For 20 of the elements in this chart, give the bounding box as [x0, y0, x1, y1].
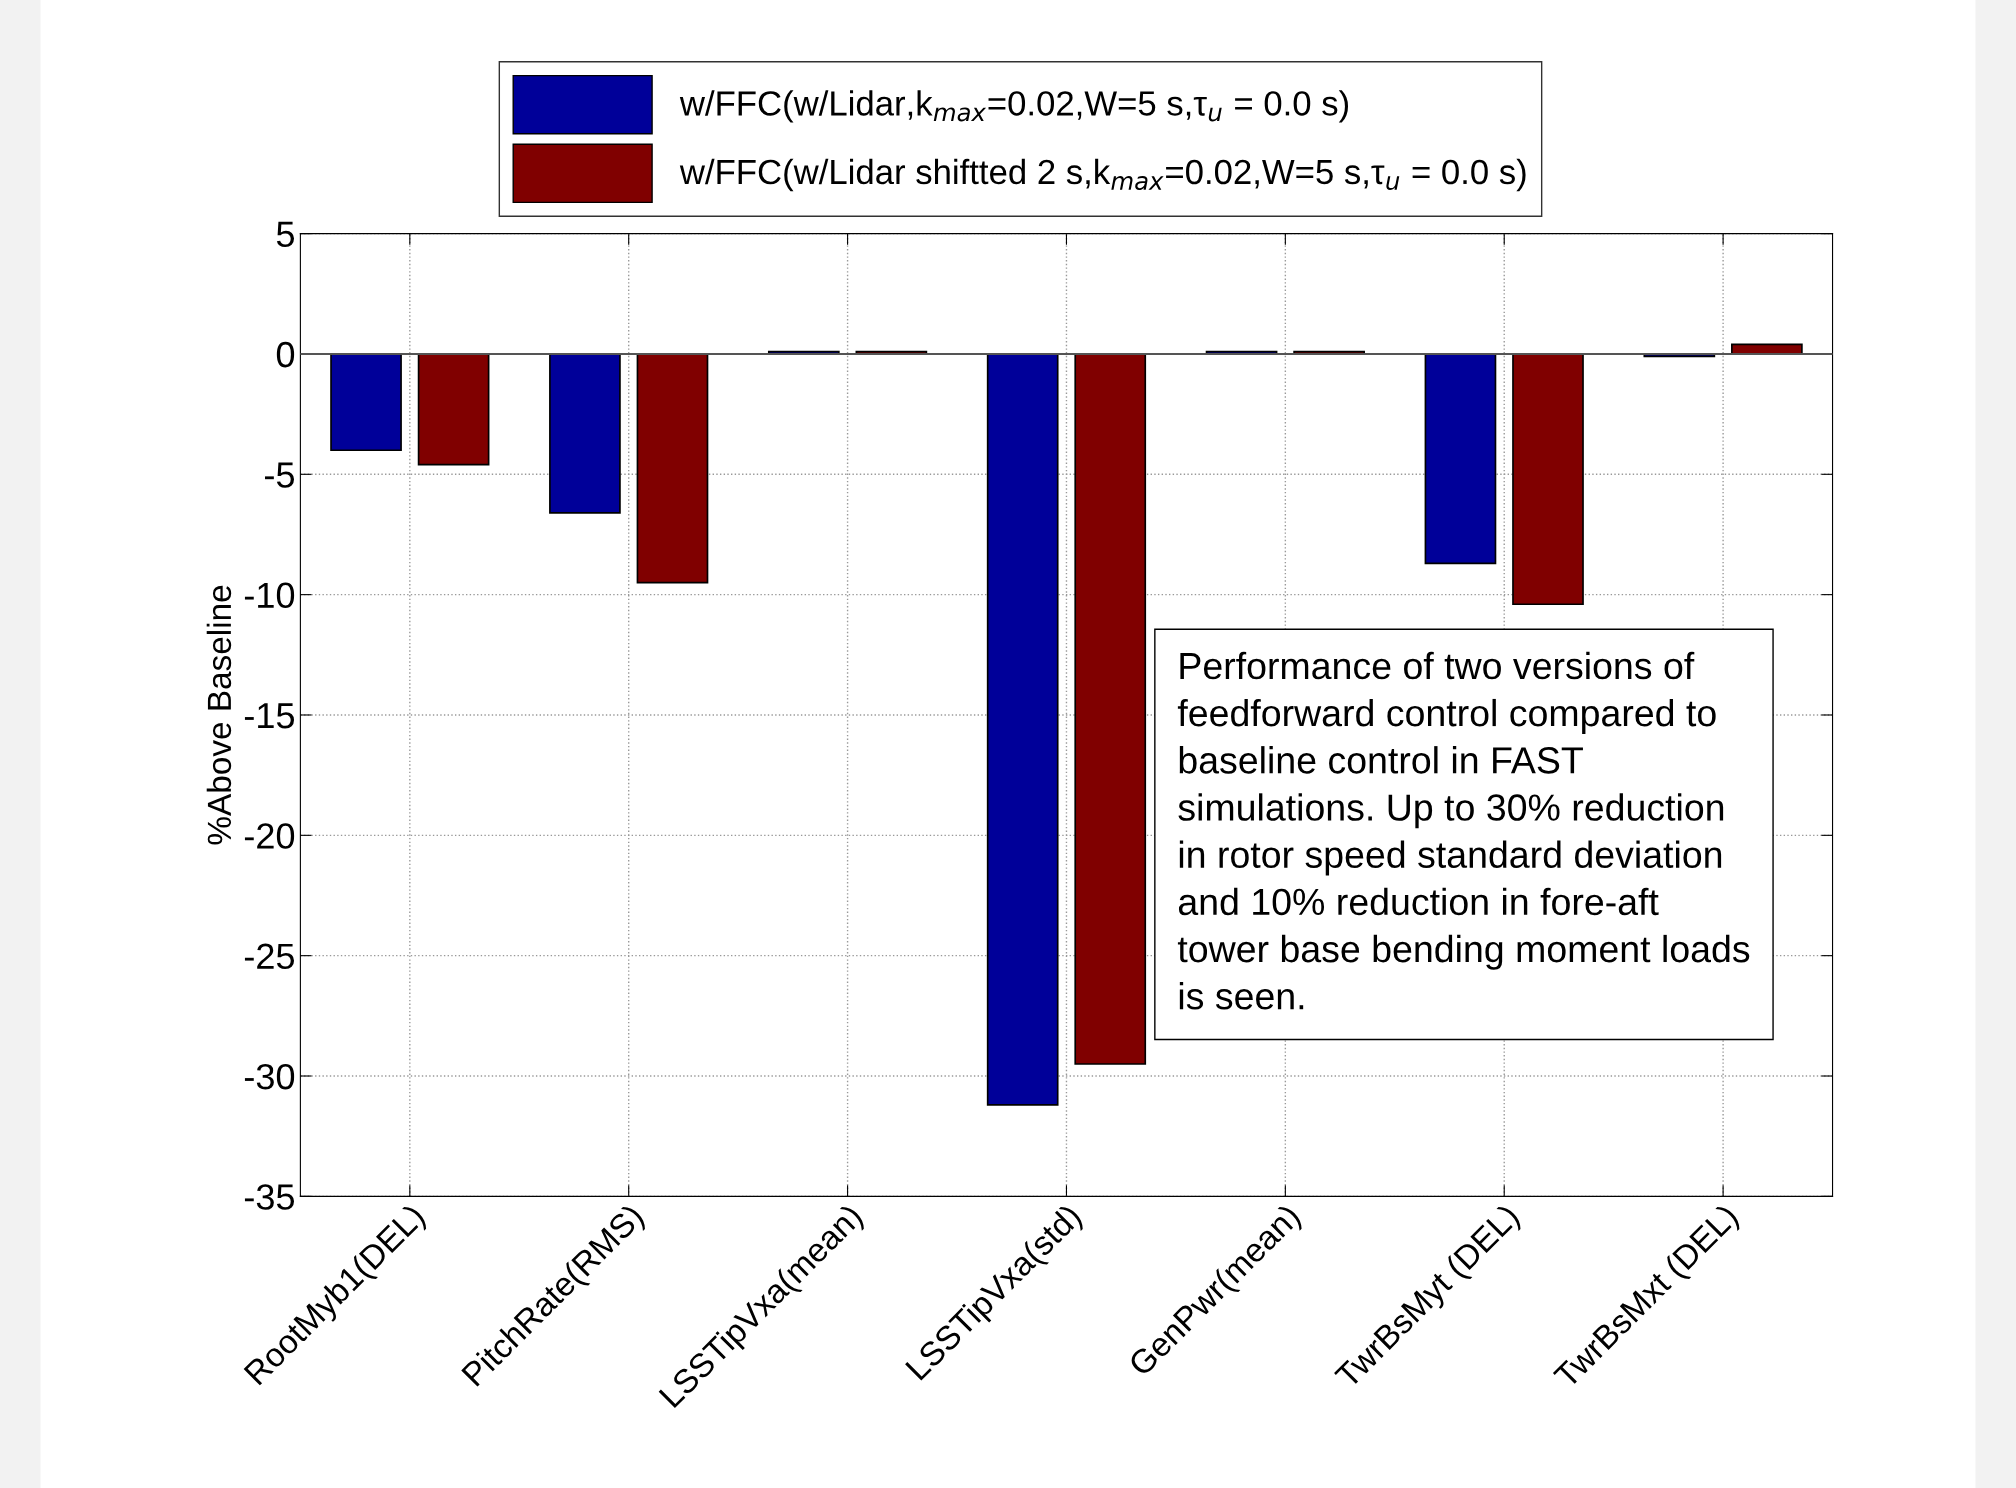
- bar: [330, 353, 402, 452]
- legend-label: w/FFC(w/Lidar shiftted 2 s,k$_{max}$=0.02,W=5 s,τ$_{u}$ = 0.0 s): [679, 158, 1526, 192]
- bar: [986, 353, 1059, 1106]
- y-tick-label: -10: [244, 582, 295, 609]
- y-axis-title: %Above Baseline: [206, 585, 232, 845]
- bar: [1512, 353, 1584, 606]
- bar: [1424, 353, 1497, 565]
- y-tick-label: -5: [265, 462, 295, 488]
- bar: [636, 353, 709, 584]
- y-tick-label: -25: [244, 943, 295, 970]
- y-tick-label: 0: [276, 341, 295, 368]
- bar: [549, 353, 621, 514]
- y-tick-label: 5: [276, 221, 295, 248]
- bar: [1074, 353, 1147, 1065]
- bar: [417, 353, 490, 466]
- y-tick-label: -30: [244, 1063, 295, 1090]
- y-tick-label: -15: [244, 703, 295, 729]
- y-tick-label: -20: [244, 823, 295, 849]
- legend-label: w/FFC(w/Lidar,k$_{max}$=0.02,W=5 s,τ$_{u}$ = 0.0 s): [679, 90, 1349, 123]
- annotation: Performance of two versions of feedforward control compared to baseline control in FAST simulations. Up to 30% reduction in rotor speed standard deviation and 10% reduction in fore-aft tower base bending moment loads is seen.: [1177, 651, 1750, 1010]
